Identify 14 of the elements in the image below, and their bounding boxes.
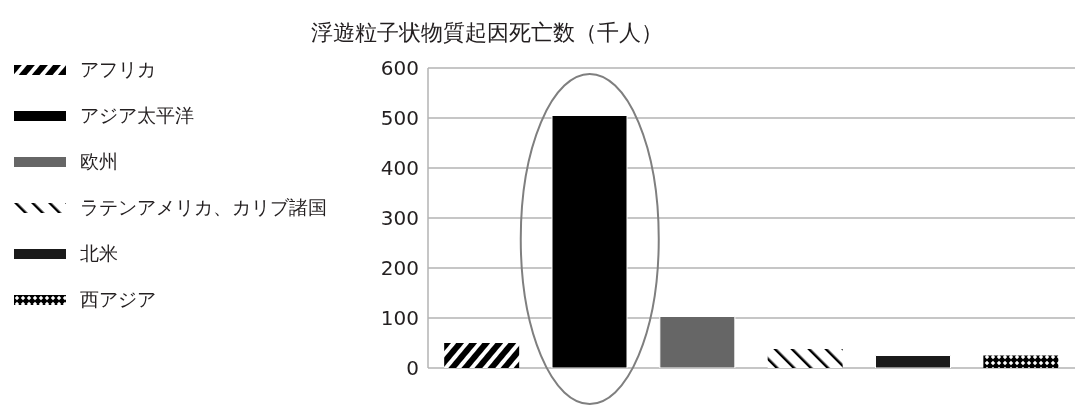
y-tick-label: 500 xyxy=(380,106,419,131)
legend-label: 北米 xyxy=(80,241,118,266)
legend-label: 欧州 xyxy=(80,149,118,174)
y-tick-label: 300 xyxy=(380,206,419,231)
y-tick-label: 600 xyxy=(380,56,419,81)
legend-label: アジア太平洋 xyxy=(80,103,194,128)
chart-title: 浮遊粒子状物質起因死亡数（千人） xyxy=(311,19,663,47)
legend-label: 西アジア xyxy=(80,287,156,312)
y-tick-label: 200 xyxy=(380,256,419,281)
y-tick-label: 400 xyxy=(380,156,419,181)
legend-label: ラテンアメリカ、カリブ諸国 xyxy=(80,195,327,220)
y-tick-label: 100 xyxy=(380,306,419,331)
y-tick-label: 0 xyxy=(406,356,419,381)
legend-label: アフリカ xyxy=(80,57,156,82)
